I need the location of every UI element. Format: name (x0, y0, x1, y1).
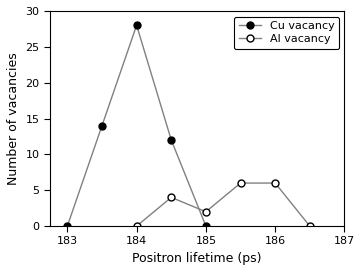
Cu vacancy (100, 124, 104, 127)
Line: Cu vacancy: Cu vacancy (64, 22, 209, 230)
Line: Al vacancy: Al vacancy (133, 180, 313, 230)
Cu vacancy (169, 138, 173, 142)
Al vacancy (308, 224, 312, 228)
Al vacancy (134, 224, 139, 228)
Cu vacancy (204, 224, 208, 228)
Y-axis label: Number of vacancies: Number of vacancies (7, 52, 20, 185)
Legend: Cu vacancy, Al vacancy: Cu vacancy, Al vacancy (234, 17, 339, 49)
Al vacancy (169, 196, 173, 199)
X-axis label: Positron lifetime (ps): Positron lifetime (ps) (132, 252, 262, 265)
Al vacancy (238, 181, 243, 185)
Cu vacancy (65, 224, 70, 228)
Al vacancy (273, 181, 277, 185)
Cu vacancy (134, 24, 139, 27)
Al vacancy (204, 210, 208, 213)
